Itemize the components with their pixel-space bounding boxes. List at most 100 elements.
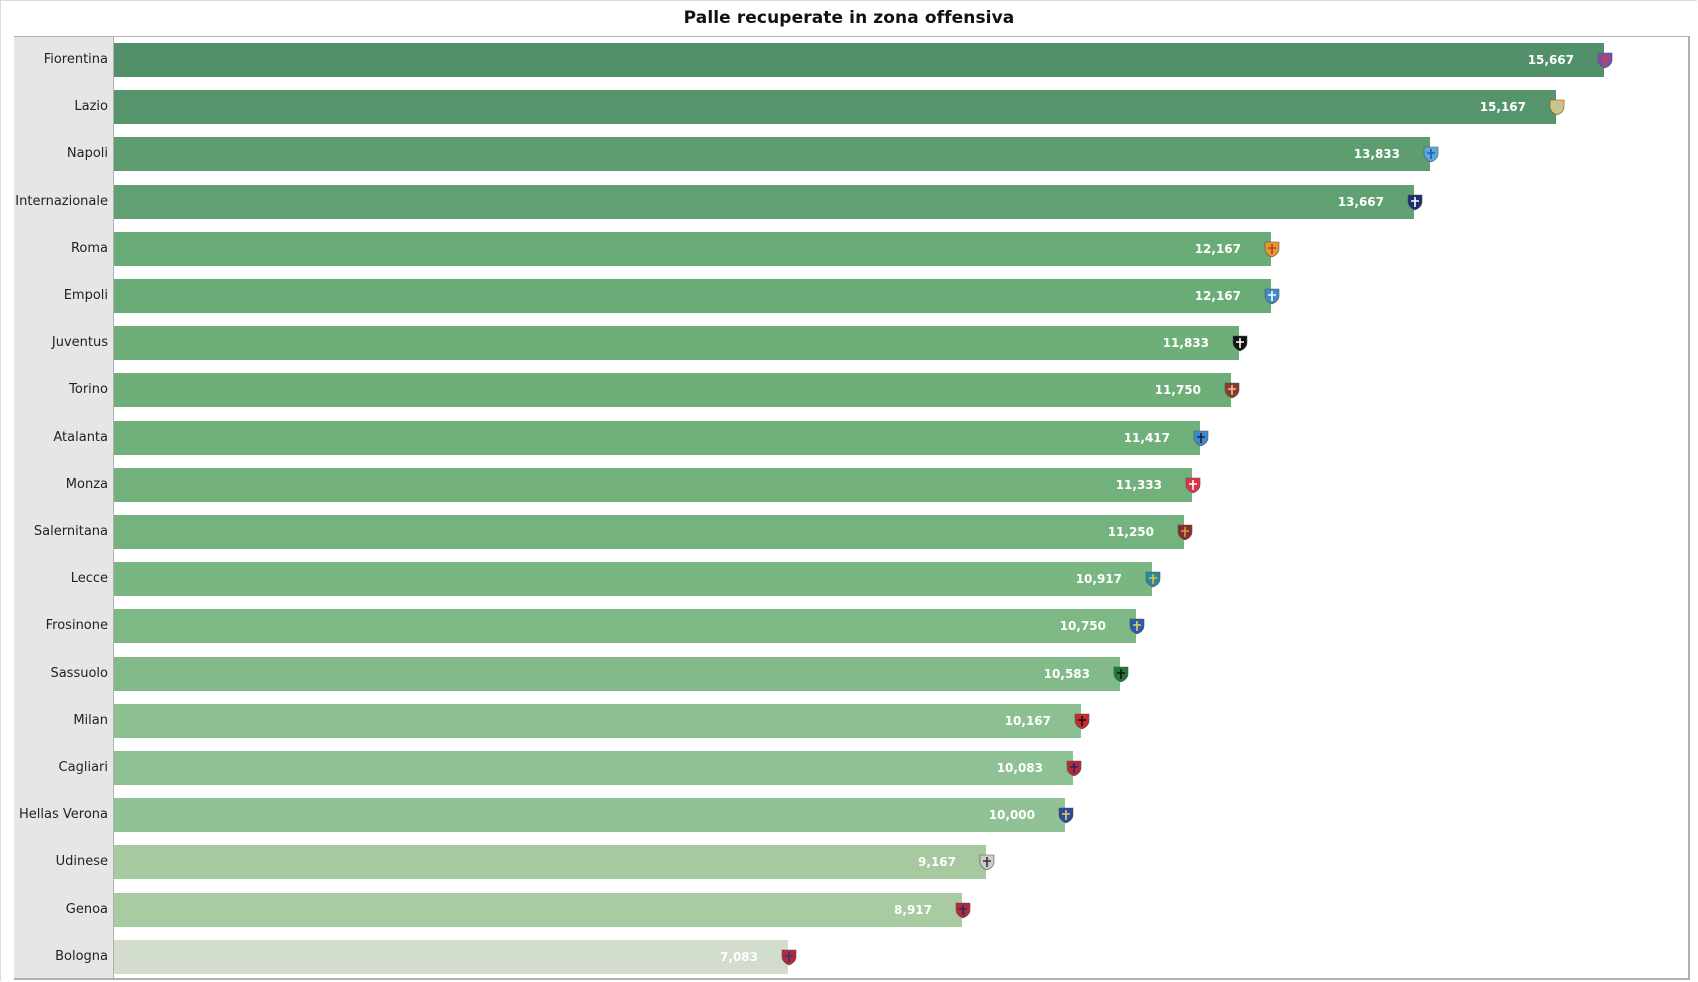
- udinese-crest-icon: [978, 853, 996, 871]
- bar-row: Empoli 12,167: [0, 279, 1698, 313]
- bar-row: Roma 12,167: [0, 231, 1698, 266]
- bar: 10,750: [114, 609, 1145, 644]
- value-label: 10,583: [1043, 666, 1090, 681]
- chart-title: Palle recuperate in zona offensiva: [683, 8, 1015, 28]
- value-label: 11,417: [1123, 430, 1170, 445]
- category-label: Roma: [70, 240, 108, 256]
- cagliari-crest-icon: [1065, 759, 1083, 777]
- bar: 12,167: [114, 231, 1280, 266]
- bar-row: Sassuolo 10,583: [0, 656, 1698, 691]
- category-label: Salernitana: [33, 524, 108, 539]
- plot-frame: [14, 36, 1690, 980]
- bar-row: Atalanta 11,417: [0, 420, 1698, 455]
- bar-row: Lecce 10,917: [0, 562, 1698, 597]
- bar-row: Milan 10,167: [0, 703, 1698, 738]
- bar-row: Udinese 9,167: [0, 845, 1698, 880]
- value-label: 13,833: [1353, 147, 1400, 162]
- napoli-crest-icon: [1422, 145, 1440, 163]
- bar: 11,250: [114, 515, 1193, 549]
- bar-row: Bologna 7,083: [0, 939, 1698, 974]
- genoa-crest-icon: [954, 901, 972, 919]
- bar: 13,833: [114, 137, 1439, 172]
- category-label: Torino: [69, 382, 108, 398]
- value-label: 10,083: [996, 761, 1043, 775]
- bar: 10,083: [114, 751, 1082, 785]
- value-label: 11,333: [1115, 477, 1162, 492]
- value-label: 9,167: [918, 855, 956, 870]
- bar: 8,917: [114, 892, 971, 927]
- value-label: 8,917: [894, 902, 932, 917]
- bar: 9,167: [114, 845, 995, 880]
- value-label: 12,167: [1194, 241, 1241, 256]
- category-label: Lecce: [70, 571, 108, 587]
- value-label: 11,750: [1154, 383, 1201, 398]
- category-label: Udinese: [55, 854, 108, 870]
- sassuolo-crest-icon: [1112, 665, 1130, 683]
- bar: 11,333: [114, 467, 1201, 502]
- category-label: Sassuolo: [50, 665, 108, 681]
- value-label: 15,667: [1527, 53, 1574, 67]
- category-label: Juventus: [51, 335, 108, 351]
- category-axis-panel: [14, 37, 114, 978]
- category-label: Frosinone: [45, 618, 108, 634]
- bar: 15,167: [114, 90, 1565, 125]
- value-label: 10,000: [988, 808, 1035, 823]
- bologna-crest-icon: [780, 948, 798, 966]
- bar: 11,417: [114, 420, 1209, 455]
- value-label: 10,750: [1059, 619, 1106, 634]
- category-label: Hellas Verona: [19, 807, 108, 823]
- bar-row: Napoli 13,833: [0, 137, 1698, 172]
- inter-crest-icon: [1406, 193, 1424, 211]
- fiorentina-crest-icon: [1596, 51, 1614, 69]
- bar-row: Juventus 11,833: [0, 326, 1698, 361]
- bar-row: Torino 11,750: [0, 373, 1698, 408]
- bar: 11,750: [114, 373, 1240, 408]
- lazio-eagle-crest-icon: [1548, 98, 1566, 116]
- category-label: Cagliari: [58, 760, 108, 775]
- bar: 12,167: [114, 279, 1280, 313]
- bar-row: Salernitana 11,250: [0, 515, 1698, 549]
- bar: 10,583: [114, 656, 1129, 691]
- bar-row: Fiorentina 15,667: [0, 43, 1698, 77]
- milan-crest-icon: [1073, 712, 1091, 730]
- bar-row: Cagliari 10,083: [0, 751, 1698, 785]
- value-label: 12,167: [1194, 289, 1241, 303]
- empoli-crest-icon: [1263, 287, 1281, 305]
- atalanta-crest-icon: [1192, 429, 1210, 447]
- category-label: Lazio: [74, 99, 108, 115]
- salernitana-crest-icon: [1176, 523, 1194, 541]
- category-label: Atalanta: [53, 429, 108, 445]
- juventus-crest-icon: [1231, 334, 1249, 352]
- bar-row: Genoa 8,917: [0, 892, 1698, 927]
- bar: 15,667: [114, 43, 1613, 77]
- value-label: 10,167: [1004, 713, 1051, 728]
- value-label: 10,917: [1075, 572, 1122, 587]
- value-label: 7,083: [720, 949, 758, 964]
- category-label: Empoli: [63, 288, 108, 303]
- roma-crest-icon: [1263, 240, 1281, 258]
- category-label: Napoli: [66, 146, 108, 162]
- category-label: Monza: [65, 476, 108, 492]
- value-label: 11,833: [1162, 336, 1209, 351]
- category-label: Internazionale: [15, 193, 108, 209]
- monza-crest-icon: [1184, 476, 1202, 494]
- category-label: Milan: [73, 712, 108, 728]
- bar-row: Frosinone 10,750: [0, 609, 1698, 644]
- verona-crest-icon: [1057, 806, 1075, 824]
- category-label: Bologna: [55, 948, 108, 964]
- frosinone-crest-icon: [1128, 617, 1146, 635]
- category-label: Fiorentina: [43, 52, 108, 67]
- bar: 7,083: [114, 939, 797, 974]
- value-label: 15,167: [1479, 100, 1526, 115]
- bar: 10,000: [114, 798, 1074, 833]
- bar: 10,167: [114, 703, 1090, 738]
- bar: 11,833: [114, 326, 1248, 361]
- bar-row: Hellas Verona 10,000: [0, 798, 1698, 833]
- torino-crest-icon: [1223, 381, 1241, 399]
- value-label: 13,667: [1337, 194, 1384, 209]
- bar-row: Monza 11,333: [0, 467, 1698, 502]
- bar-row: Lazio 15,167: [0, 90, 1698, 125]
- bar-row: Internazionale 13,667: [0, 184, 1698, 219]
- bar: 10,917: [114, 562, 1161, 597]
